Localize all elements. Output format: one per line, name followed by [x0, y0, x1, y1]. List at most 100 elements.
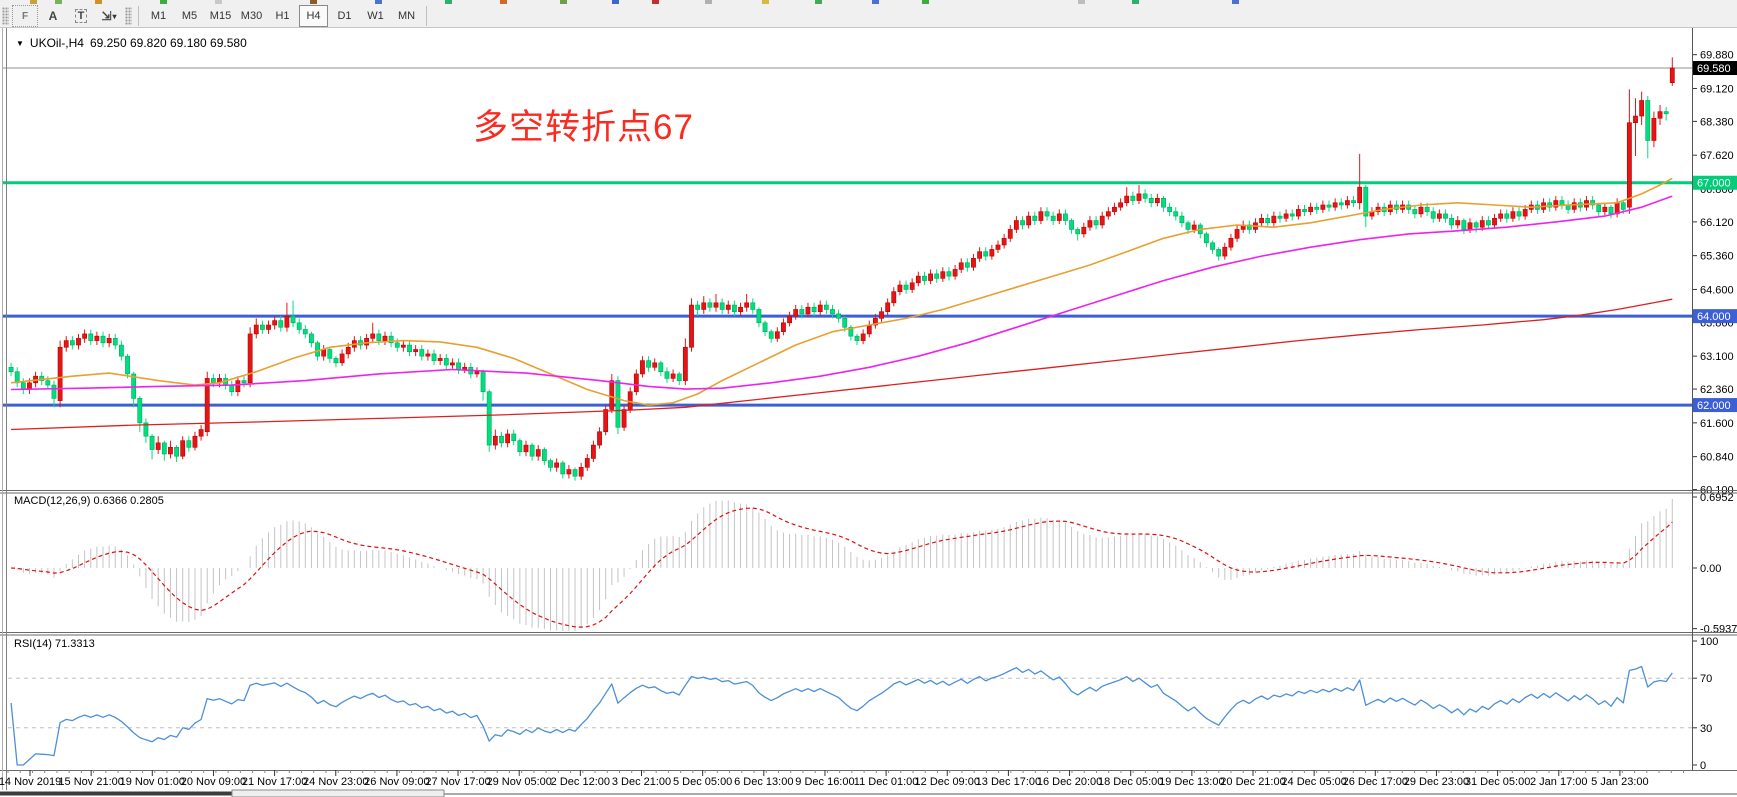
rsi-tick-label: 30 [1700, 723, 1712, 735]
timeframe-button-m1[interactable]: M1 [150, 10, 167, 22]
candle-body [1234, 229, 1240, 239]
candle [615, 376, 621, 434]
clipped-icon-fragment [445, 0, 452, 4]
level-62.000-badge-label: 62.000 [1697, 400, 1731, 412]
time-axis-label: 20 Dec 21:00 [1220, 776, 1285, 788]
timeframe-button-h4[interactable]: H4 [299, 5, 328, 27]
candle-body [1596, 204, 1602, 212]
candle-body [302, 329, 308, 335]
candle-body [1179, 215, 1185, 224]
timeframe-button-mn[interactable]: MN [397, 10, 416, 22]
candle [1473, 220, 1479, 233]
candle [1259, 213, 1264, 227]
candle-body [1295, 209, 1301, 217]
candle-body [1007, 229, 1013, 239]
candle [1099, 211, 1105, 229]
timeframe-button-h1[interactable]: H1 [275, 10, 290, 22]
candle [1283, 209, 1289, 222]
candle-body [1547, 202, 1553, 208]
ma-slow-line [11, 298, 1673, 431]
candle [492, 429, 498, 450]
candle [1161, 196, 1166, 212]
timeframe-button-m30[interactable]: M30 [240, 10, 263, 22]
macd-tick-label: 0.00 [1700, 563, 1721, 575]
candle [1345, 196, 1350, 209]
candle [309, 331, 314, 348]
candle [940, 267, 946, 282]
candle-body [296, 322, 302, 330]
candle [137, 396, 143, 432]
candle-body [1265, 218, 1271, 224]
time-axis-label: 5 Jan 23:00 [1591, 776, 1649, 788]
rsi-tick-label: 70 [1700, 673, 1712, 685]
candle [1669, 57, 1675, 86]
dropdown-caret-icon[interactable]: ▾ [112, 11, 117, 21]
timeframe-button-m5[interactable]: M5 [181, 10, 198, 22]
candle [511, 429, 517, 446]
candle-body [259, 324, 265, 330]
candle-body [315, 342, 320, 357]
candle-body [560, 462, 566, 475]
chart-plot-area[interactable] [8, 28, 1692, 490]
time-axis-label: 29 Dec 23:00 [1404, 776, 1469, 788]
candle-body [909, 282, 915, 290]
candle [946, 267, 952, 281]
candle-body [1314, 206, 1320, 210]
candle [1308, 202, 1314, 216]
time-axis-label: 11 Dec 01:00 [854, 776, 919, 788]
candle-body [940, 271, 946, 279]
candle [333, 356, 339, 368]
chart-canvas[interactable]: 69.88069.12068.38067.62066.86066.12065.3… [0, 28, 1737, 797]
candle-body [456, 362, 461, 370]
time-axis-label: 2 Jan 17:00 [1530, 776, 1588, 788]
candle [989, 244, 995, 260]
scrollbar-thumb[interactable] [231, 789, 445, 797]
indicators-icon[interactable]: ⇲ ▾ [101, 9, 117, 23]
toolbar-grip[interactable] [2, 7, 9, 25]
candle [149, 433, 155, 460]
level-62.000-badge [1693, 398, 1737, 413]
toolbar-buttons-row: F A T ⇲ ▾ M1 M5 M15 M30 H1 H4 D1 W1 MN [0, 4, 431, 28]
templates-icon[interactable]: F [12, 5, 38, 27]
timeframe-button-w1[interactable]: W1 [367, 10, 384, 22]
timeframe-button-d1[interactable]: D1 [337, 10, 352, 22]
candle-body [1056, 213, 1062, 221]
candle-body [210, 378, 216, 384]
candle [523, 440, 529, 457]
candle-body [725, 304, 731, 310]
text-label-icon[interactable]: T [68, 5, 94, 27]
candle-body [995, 244, 1001, 250]
candle-body [1099, 215, 1105, 226]
candle [1063, 209, 1068, 225]
candle [339, 349, 345, 366]
candle-body [1136, 193, 1142, 201]
candle-body [345, 346, 351, 355]
candle [781, 318, 786, 336]
ma-mid-line [11, 195, 1673, 391]
candle-body [922, 275, 927, 281]
candle-body [400, 344, 406, 348]
candle [541, 447, 547, 466]
clipped-icon-fragment [30, 0, 37, 4]
candle [88, 329, 94, 346]
candle-body [278, 320, 284, 328]
cursor-icon[interactable]: A [48, 9, 58, 23]
chart-text-annotation[interactable]: 多空转折点67 [473, 108, 694, 147]
candle-body [799, 309, 805, 315]
level-64.000-badge [1693, 309, 1737, 324]
candle-body [63, 340, 69, 348]
timeframe-button-m15[interactable]: M15 [209, 10, 232, 22]
candle [830, 305, 835, 319]
candle-body [707, 302, 713, 308]
candle-body [548, 460, 553, 468]
candle [486, 389, 492, 452]
time-axis-label: 18 Dec 05:00 [1098, 776, 1163, 788]
level-67.000-badge-label: 67.000 [1697, 178, 1731, 190]
candle [768, 329, 774, 343]
chevron-down-icon[interactable]: ▼ [16, 38, 24, 48]
current-price-badge [1693, 61, 1737, 76]
candle [756, 307, 762, 328]
candle-body [1130, 195, 1136, 201]
candle-body [652, 362, 658, 368]
candle [995, 240, 1001, 253]
